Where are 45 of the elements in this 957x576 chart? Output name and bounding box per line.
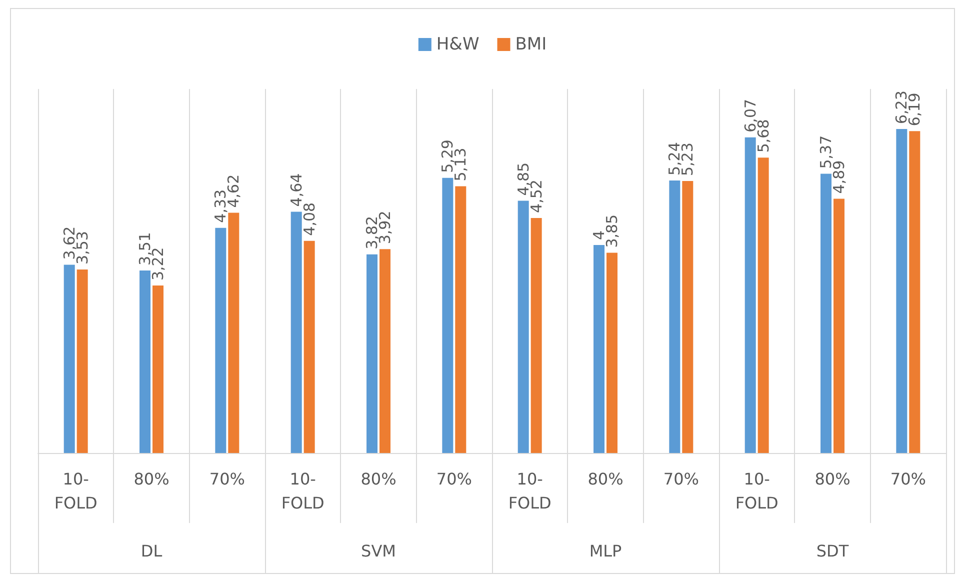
bar <box>290 212 302 453</box>
text: SDT <box>816 542 849 560</box>
legend-label: BMI <box>515 34 547 54</box>
text: MLP <box>589 542 622 560</box>
bar <box>909 131 920 453</box>
bar <box>304 240 315 453</box>
bar <box>455 186 466 453</box>
bar <box>820 174 832 453</box>
text: DL <box>140 542 162 560</box>
bar <box>833 198 844 453</box>
data-label: 4,08 <box>300 202 318 236</box>
x-tick-label: 80% <box>588 470 624 488</box>
bar <box>140 270 151 453</box>
bar <box>606 252 618 453</box>
bar <box>228 212 240 453</box>
x-tick-label: 80% <box>360 470 396 488</box>
bar <box>896 129 908 453</box>
x-tick-label: 70% <box>436 470 472 488</box>
x-tick-label: 10-FOLD <box>54 470 98 512</box>
bar <box>379 249 390 453</box>
bar <box>152 286 164 453</box>
bar <box>366 254 378 453</box>
x-tick-label: 10-FOLD <box>281 470 324 512</box>
x-tick-label: 80% <box>134 470 170 488</box>
bar <box>744 137 756 453</box>
bar <box>682 181 694 453</box>
text: SVM <box>361 542 396 560</box>
bar <box>76 269 88 453</box>
data-label: 3,85 <box>602 214 621 248</box>
bar <box>442 178 454 453</box>
x-tick-label: 10-FOLD <box>508 470 552 512</box>
bar <box>518 200 529 453</box>
bar <box>530 218 542 453</box>
x-tick-label: 70% <box>890 470 926 488</box>
bar <box>758 158 769 453</box>
data-label: 4,62 <box>224 174 243 208</box>
x-tick-label: 10-FOLD <box>735 470 778 512</box>
x-tick-label: 70% <box>663 470 699 488</box>
bar <box>669 180 680 453</box>
bar <box>64 264 75 453</box>
legend-label: H&W <box>436 34 480 54</box>
x-tick-label: 70% <box>209 470 245 488</box>
x-tick-label: 80% <box>814 470 850 488</box>
bar <box>594 245 605 453</box>
bar <box>215 228 226 453</box>
